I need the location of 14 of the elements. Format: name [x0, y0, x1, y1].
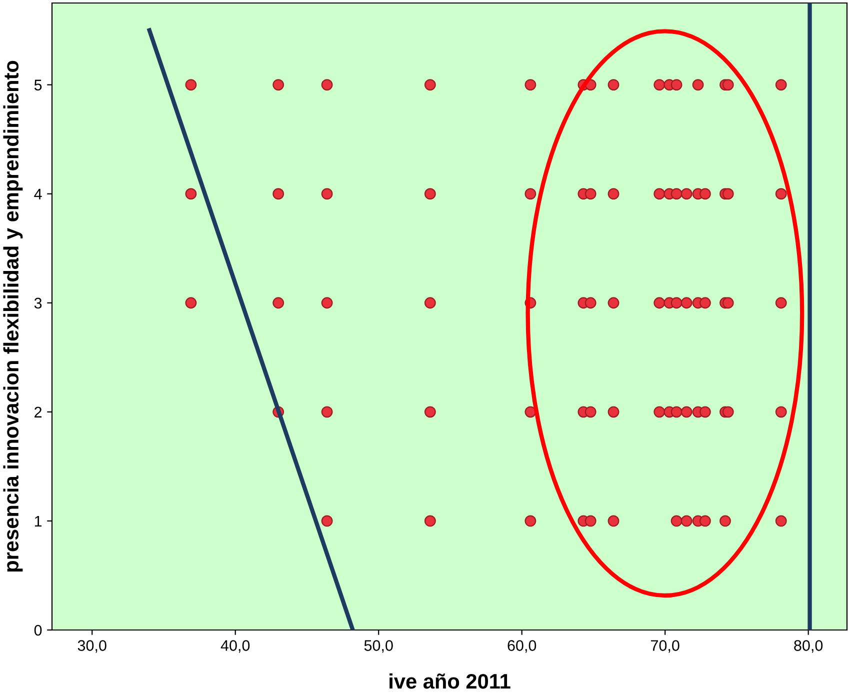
y-tick-label: 5 [34, 80, 42, 90]
x-tick-label: 50,0 [364, 640, 393, 653]
y-tick-label: 4 [34, 188, 42, 200]
x-tick-label: 70,0 [651, 640, 680, 653]
x-tick-label: 60,0 [508, 640, 536, 653]
y-tick-label: 0 [34, 624, 42, 636]
y-axis-title: presencia innovacion flexibilidad y emprendimiento [3, 60, 23, 572]
x-tick-label: 80,0 [794, 640, 823, 653]
x-axis-title: ive año 2011 [390, 673, 510, 689]
y-tick-label: 1 [34, 516, 42, 526]
y-tick-label: 3 [34, 298, 42, 309]
x-tick-label: 30,0 [78, 640, 106, 653]
y-tick-label: 2 [34, 406, 42, 418]
x-tick-label: 40,0 [220, 640, 250, 653]
